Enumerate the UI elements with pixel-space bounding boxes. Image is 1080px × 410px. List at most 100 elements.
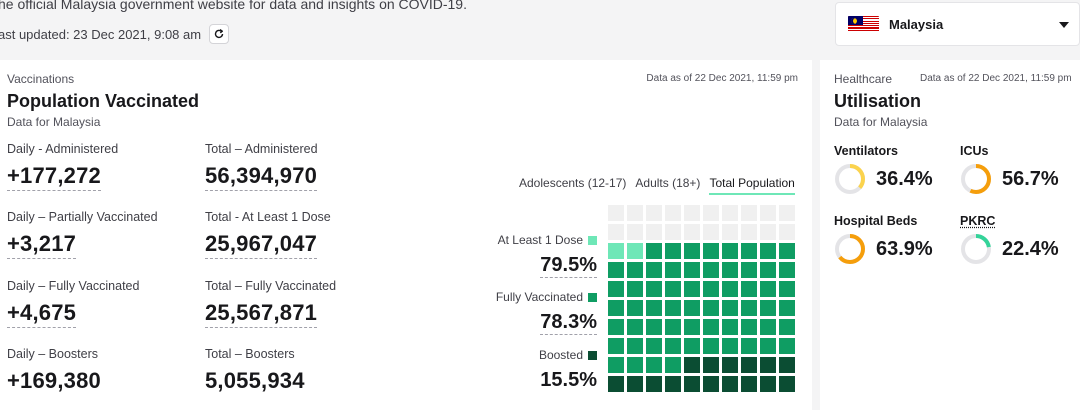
waffle-cell-boosted bbox=[722, 357, 738, 373]
healthcare-card: Healthcare Data as of 22 Dec 2021, 11:59… bbox=[820, 60, 1080, 410]
waffle-cell-fully-vaccinated bbox=[779, 262, 795, 278]
waffle-cell-fully-vaccinated bbox=[760, 243, 776, 259]
waffle-cell-fully-vaccinated bbox=[646, 243, 662, 259]
utilisation-label[interactable]: PKRC bbox=[960, 214, 996, 228]
stat-label: Total – Boosters bbox=[205, 347, 295, 361]
intro-section: he official Malaysia government website … bbox=[0, 0, 800, 56]
utilisation-label: Hospital Beds bbox=[834, 214, 918, 228]
tab-adults[interactable]: Adults (18+) bbox=[635, 176, 701, 190]
stat-value[interactable]: 25,967,047 bbox=[205, 231, 318, 259]
waffle-cell-fully-vaccinated bbox=[703, 243, 719, 259]
waffle-cell-boosted bbox=[627, 376, 643, 392]
pct-boosted[interactable]: 15.5% bbox=[540, 369, 597, 391]
waffle-cell-empty bbox=[665, 224, 681, 240]
healthcare-overline: Healthcare bbox=[834, 72, 893, 86]
waffle-cell-empty bbox=[627, 224, 643, 240]
waffle-cell-fully-vaccinated bbox=[722, 243, 738, 259]
vaccinations-title: Population Vaccinated bbox=[7, 91, 200, 111]
stat-value[interactable]: 56,394,970 bbox=[205, 163, 318, 191]
waffle-cell-fully-vaccinated bbox=[760, 319, 776, 335]
waffle-cell-fully-vaccinated bbox=[703, 281, 719, 297]
waffle-cell-fully-vaccinated bbox=[703, 300, 719, 316]
waffle-cell-fully-vaccinated bbox=[646, 300, 662, 316]
waffle-cell-fully-vaccinated bbox=[608, 281, 624, 297]
utilisation-label: ICUs bbox=[960, 144, 989, 158]
stat-value[interactable]: +169,380 bbox=[7, 368, 101, 393]
waffle-cell-fully-vaccinated bbox=[608, 319, 624, 335]
country-select[interactable]: Malaysia bbox=[835, 2, 1080, 46]
waffle-cell-empty bbox=[779, 205, 795, 221]
waffle-cell-fully-vaccinated bbox=[665, 262, 681, 278]
legend-swatch bbox=[588, 235, 597, 245]
last-updated-text: ast updated: 23 Dec 2021, 9:08 am bbox=[0, 26, 202, 42]
waffle-cell-fully-vaccinated bbox=[760, 262, 776, 278]
donut-arc bbox=[835, 234, 865, 264]
country-select-value: Malaysia bbox=[889, 16, 944, 32]
stat-value[interactable]: +3,217 bbox=[7, 231, 77, 259]
waffle-cell-fully-vaccinated bbox=[684, 262, 700, 278]
stat-daily-partially-vaccinated: Daily – Partially Vaccinated +3,217 bbox=[7, 210, 158, 259]
utilisation-label: Ventilators bbox=[834, 144, 898, 158]
waffle-cell-empty bbox=[665, 205, 681, 221]
refresh-button[interactable] bbox=[209, 24, 230, 44]
waffle-cell-fully-vaccinated bbox=[608, 262, 624, 278]
utilisation-value[interactable]: 56.7% bbox=[1002, 167, 1059, 190]
waffle-cell-boosted bbox=[703, 357, 719, 373]
utilisation-icus: ICUs 56.7% bbox=[960, 144, 1059, 195]
waffle-cell-empty bbox=[646, 224, 662, 240]
waffle-cell-empty bbox=[703, 205, 719, 221]
stat-label: Total – Fully Vaccinated bbox=[205, 279, 337, 293]
waffle-cell-fully-vaccinated bbox=[741, 281, 757, 297]
waffle-cell-fully-vaccinated bbox=[608, 357, 624, 373]
waffle-cell-fully-vaccinated bbox=[665, 281, 681, 297]
waffle-cell-fully-vaccinated bbox=[722, 319, 738, 335]
waffle-cell-boosted bbox=[741, 357, 757, 373]
waffle-cell-empty bbox=[684, 205, 700, 221]
waffle-cell-fully-vaccinated bbox=[665, 319, 681, 335]
waffle-cell-boosted bbox=[646, 376, 662, 392]
stat-total-fully-vaccinated: Total – Fully Vaccinated 25,567,871 bbox=[205, 279, 336, 328]
waffle-chart bbox=[608, 205, 798, 395]
tab-total-population[interactable]: Total Population bbox=[709, 176, 795, 195]
waffle-cell-boosted bbox=[760, 376, 776, 392]
legend-swatch bbox=[588, 350, 597, 360]
legend-fully-vaccinated: Fully Vaccinated bbox=[496, 290, 597, 304]
stat-value[interactable]: 5,055,934 bbox=[205, 368, 305, 393]
waffle-cell-boosted bbox=[779, 357, 795, 373]
waffle-cell-fully-vaccinated bbox=[684, 300, 700, 316]
stat-value[interactable]: 25,567,871 bbox=[205, 300, 318, 328]
waffle-cell-fully-vaccinated bbox=[722, 300, 738, 316]
stat-value[interactable]: +177,272 bbox=[7, 163, 101, 191]
waffle-cell-fully-vaccinated bbox=[760, 338, 776, 354]
waffle-cell-empty bbox=[608, 205, 624, 221]
legend-label: Fully Vaccinated bbox=[495, 290, 583, 304]
waffle-cell-fully-vaccinated bbox=[646, 319, 662, 335]
waffle-cell-boosted bbox=[608, 376, 624, 392]
waffle-cell-fully-vaccinated bbox=[665, 243, 681, 259]
waffle-cell-fully-vaccinated bbox=[741, 243, 757, 259]
waffle-cell-fully-vaccinated bbox=[627, 319, 643, 335]
waffle-cell-fully-vaccinated bbox=[627, 281, 643, 297]
waffle-cell-empty bbox=[646, 205, 662, 221]
waffle-cell-fully-vaccinated bbox=[627, 338, 643, 354]
waffle-cell-fully-vaccinated bbox=[722, 338, 738, 354]
stat-value[interactable]: +4,675 bbox=[7, 300, 77, 328]
waffle-cell-fully-vaccinated bbox=[741, 338, 757, 354]
pct-at-least-1-dose[interactable]: 79.5% bbox=[540, 254, 597, 278]
stat-label: Daily – Partially Vaccinated bbox=[7, 210, 158, 224]
waffle-cell-boosted bbox=[684, 357, 700, 373]
waffle-cell-fully-vaccinated bbox=[627, 262, 643, 278]
waffle-cell-boosted bbox=[760, 357, 776, 373]
tab-adolescents[interactable]: Adolescents (12-17) bbox=[519, 176, 627, 190]
waffle-cell-boosted bbox=[684, 376, 700, 392]
utilisation-value[interactable]: 22.4% bbox=[1002, 237, 1059, 260]
utilisation-value[interactable]: 63.9% bbox=[876, 237, 933, 260]
waffle-cell-fully-vaccinated bbox=[684, 281, 700, 297]
pct-fully-vaccinated[interactable]: 78.3% bbox=[540, 311, 597, 335]
utilisation-ventilators: Ventilators 36.4% bbox=[834, 144, 933, 195]
utilisation-value[interactable]: 36.4% bbox=[876, 167, 933, 190]
stat-label: Total - At Least 1 Dose bbox=[205, 210, 331, 224]
stat-label: Total – Administered bbox=[205, 142, 318, 156]
waffle-cell-empty bbox=[760, 224, 776, 240]
waffle-cell-boosted bbox=[703, 376, 719, 392]
